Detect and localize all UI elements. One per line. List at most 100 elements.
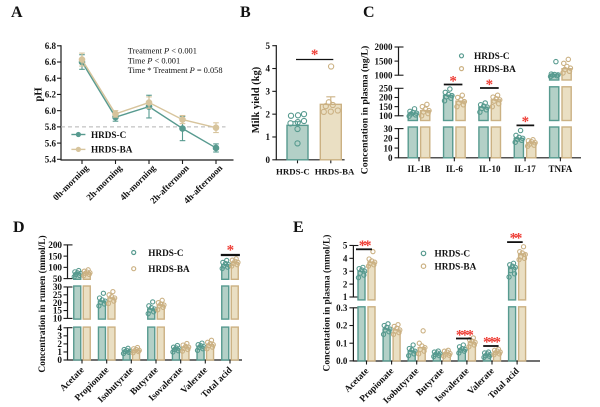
y-tick-label-b: 3 — [266, 87, 271, 97]
data-point-marker-d — [183, 343, 189, 349]
bar-d — [82, 326, 91, 361]
data-point-marker-c — [419, 103, 426, 110]
y-tick-label-e: 0.0 — [336, 356, 348, 366]
y-tick-label-b: 0 — [266, 155, 271, 165]
y-tick-label-e: 4 — [343, 254, 348, 264]
data-point-marker-c — [517, 127, 524, 134]
y-tick-label-a: 6.2 — [45, 90, 57, 100]
bar-d — [156, 326, 165, 361]
bar-d — [230, 326, 239, 361]
bar-d — [73, 285, 82, 320]
data-point-marker-e — [410, 342, 416, 348]
legend-label-c: HRDS-C — [474, 52, 510, 62]
y-tick-label-d: 4 — [57, 323, 62, 333]
y-tick-label-d: 0 — [57, 355, 62, 365]
data-point-marker-c — [490, 94, 496, 100]
y-axis-title-b: Milk yield (kg) — [251, 66, 262, 133]
bar-c — [455, 126, 466, 159]
data-point-marker-e — [406, 345, 412, 352]
y-tick-label-e: 0.3 — [336, 303, 348, 313]
y-tick-label-e: 1 — [343, 292, 348, 302]
bar-c — [407, 126, 419, 159]
y-tick-label-c: 1000 — [375, 70, 394, 80]
data-point-marker-e — [412, 348, 418, 354]
y-tick-label-d: 50 — [53, 274, 63, 284]
data-point-marker-d — [174, 342, 181, 349]
bar-e — [367, 306, 376, 362]
data-point-marker-e — [372, 259, 378, 265]
data-point-marker-d — [106, 292, 112, 298]
y-tick-label-c: 10 — [384, 143, 394, 153]
panel-e-letter: E — [293, 219, 304, 236]
y-tick-label-d: 25 — [53, 290, 63, 300]
data-point-marker-e — [510, 260, 517, 266]
data-point-marker-e — [416, 351, 422, 357]
y-tick-label-c: 100 — [379, 111, 393, 121]
data-point-marker-d — [112, 295, 118, 301]
y-tick-label-d: 100 — [48, 263, 62, 273]
data-point-marker-a — [212, 124, 220, 131]
data-point-marker-e — [435, 348, 441, 354]
bar-c — [561, 86, 572, 122]
bar-c — [561, 126, 572, 159]
significance-stars-b: * — [311, 47, 319, 63]
panel-c-letter: C — [363, 4, 375, 21]
data-point-marker-e — [517, 248, 523, 255]
data-point-marker-d — [210, 342, 216, 348]
significance-stars-c: * — [449, 73, 457, 89]
data-point-marker-d — [125, 345, 131, 351]
y-tick-label-c: 150 — [379, 102, 393, 112]
data-point-marker-d — [105, 300, 112, 307]
data-point-marker-d — [208, 337, 215, 343]
data-point-marker-e — [380, 331, 387, 338]
bar-d — [97, 326, 107, 361]
data-point-marker-b — [294, 125, 301, 133]
data-point-marker-e — [509, 263, 515, 269]
data-point-marker-c — [530, 137, 536, 143]
data-point-marker-a — [112, 110, 119, 118]
data-point-marker-d — [198, 343, 204, 349]
data-point-marker-d — [96, 295, 103, 301]
y-tick-label-d: 30 — [53, 282, 63, 292]
legend-swatch-e — [420, 263, 427, 270]
y-tick-label-c: 2000 — [375, 42, 394, 52]
x-tick-label-b: HRDS-C — [276, 167, 310, 177]
data-point-marker-d — [85, 267, 91, 273]
bar-d — [221, 285, 230, 320]
bar-c — [419, 126, 431, 159]
data-point-marker-e — [519, 250, 525, 256]
data-point-marker-e — [370, 248, 376, 255]
bar-e — [507, 306, 517, 362]
data-point-marker-b — [334, 107, 341, 114]
significance-stars-d: * — [227, 243, 235, 259]
legend-swatch-a — [75, 146, 81, 152]
data-point-marker-c — [548, 71, 555, 77]
data-point-marker-c — [407, 108, 413, 115]
panel-a-letter: A — [11, 4, 23, 21]
legend-swatch-d — [131, 249, 137, 256]
x-tick-label-c: IL-17 — [514, 164, 536, 174]
legend-swatch-a — [75, 131, 81, 138]
x-tick-label-c: IL-1B — [407, 164, 430, 174]
data-point-marker-c — [494, 92, 501, 99]
y-tick-label-c: 250 — [379, 84, 393, 94]
data-point-marker-a — [179, 125, 186, 132]
y-tick-label-d: 2 — [57, 339, 62, 349]
data-point-marker-e — [469, 338, 475, 344]
bar-b — [286, 124, 309, 161]
data-point-marker-b — [287, 112, 295, 119]
data-point-marker-b — [287, 120, 294, 127]
stats-annotation-a: Treatment P < 0.001 — [128, 47, 197, 56]
data-point-marker-e — [511, 271, 518, 277]
data-point-marker-c — [454, 94, 461, 101]
data-point-marker-b — [294, 140, 301, 147]
bar-d — [73, 326, 82, 361]
y-tick-label-b: 4 — [266, 64, 271, 74]
data-point-marker-e — [416, 340, 422, 346]
data-point-marker-c — [513, 132, 519, 139]
y-tick-label-e: 0.2 — [336, 321, 348, 331]
data-point-marker-e — [520, 244, 527, 250]
data-point-marker-c — [519, 135, 526, 142]
x-tick-label-c: TNFA — [548, 164, 572, 174]
